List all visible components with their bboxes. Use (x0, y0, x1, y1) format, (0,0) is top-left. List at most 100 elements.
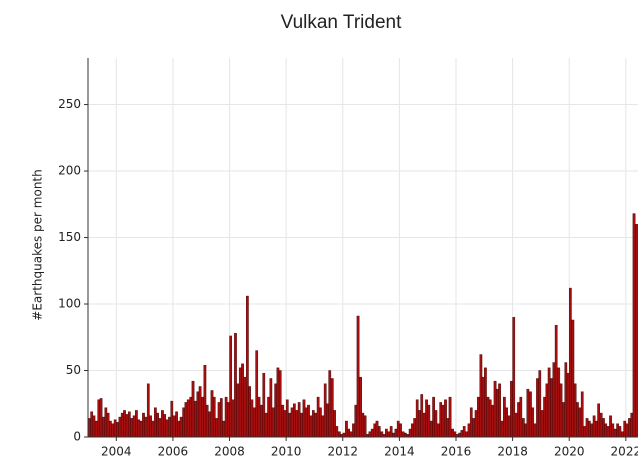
bar (229, 335, 233, 438)
y-tick-label: 0 (73, 430, 81, 444)
bar (203, 364, 207, 438)
bar (236, 383, 240, 438)
bar (175, 411, 178, 438)
bar (458, 432, 462, 438)
bar (161, 410, 164, 438)
bar (545, 383, 549, 438)
bar (477, 396, 480, 438)
bar (377, 426, 381, 438)
bar (413, 418, 417, 438)
bar (505, 407, 509, 438)
bar (512, 317, 516, 438)
bar (132, 415, 136, 438)
x-tick-label: 2012 (327, 445, 358, 459)
bar (370, 428, 374, 438)
bar (632, 213, 636, 438)
bar (441, 404, 445, 438)
bar (514, 412, 518, 438)
x-tick-label: 2014 (384, 445, 415, 459)
bar (606, 426, 610, 438)
bar (304, 407, 308, 438)
bar (580, 391, 584, 438)
bar (269, 378, 273, 438)
bar (271, 407, 275, 438)
bar (451, 428, 454, 438)
bar (460, 430, 464, 438)
bar (498, 383, 501, 438)
bar (597, 403, 601, 438)
bar (479, 354, 483, 438)
bar (359, 376, 362, 438)
bar (394, 428, 398, 438)
bar (283, 410, 287, 438)
bar (262, 372, 266, 438)
bar (345, 420, 348, 438)
bar (302, 399, 306, 438)
bar (408, 428, 412, 438)
bar (444, 399, 447, 438)
x-tick-label: 2008 (214, 445, 245, 459)
bar (201, 396, 204, 438)
bar (118, 416, 122, 438)
bar (338, 431, 341, 438)
bar (92, 415, 96, 438)
bar (354, 404, 358, 438)
bar (109, 420, 112, 438)
bar (326, 403, 329, 438)
x-tick-label: 2020 (554, 445, 585, 459)
bar (595, 420, 598, 438)
bar (616, 423, 619, 438)
bar (212, 396, 216, 438)
bar (123, 410, 126, 438)
y-axis-label: #Earthquakes per month (31, 169, 45, 320)
bar (127, 411, 131, 438)
bar (380, 431, 384, 438)
bar (387, 431, 391, 438)
bar (276, 367, 280, 438)
bar (198, 386, 202, 438)
bar (481, 376, 485, 438)
bar (144, 416, 148, 438)
bar (311, 410, 315, 438)
bar (493, 380, 497, 438)
bar (503, 396, 506, 438)
bar (222, 420, 225, 438)
bar (285, 399, 289, 438)
bar (111, 423, 115, 438)
bar (399, 423, 402, 438)
bar (599, 412, 603, 438)
chart-title: Vulkan Trident (281, 12, 402, 33)
bar (432, 396, 435, 438)
bar (550, 378, 554, 438)
bar (352, 423, 355, 438)
bar (316, 396, 320, 438)
bar (196, 391, 200, 438)
bar (625, 423, 629, 438)
bar (246, 295, 249, 438)
bar (189, 396, 193, 438)
bar (585, 418, 589, 438)
bar (569, 287, 572, 438)
bar (564, 362, 568, 438)
bar (583, 426, 586, 438)
bar (137, 419, 141, 438)
bar (604, 423, 608, 438)
bar (446, 418, 450, 438)
bar (151, 420, 155, 438)
bar (300, 412, 303, 438)
bar (149, 415, 152, 438)
bar (328, 370, 332, 438)
y-tick-label: 150 (58, 230, 81, 244)
bar (467, 423, 471, 438)
bar (177, 420, 181, 438)
bar (403, 432, 407, 438)
bar (465, 431, 469, 438)
bar (184, 402, 188, 438)
bar (238, 367, 242, 438)
bar (267, 396, 270, 438)
bar (257, 396, 261, 438)
bar (330, 378, 334, 438)
bar (158, 418, 162, 438)
bar (293, 403, 296, 438)
